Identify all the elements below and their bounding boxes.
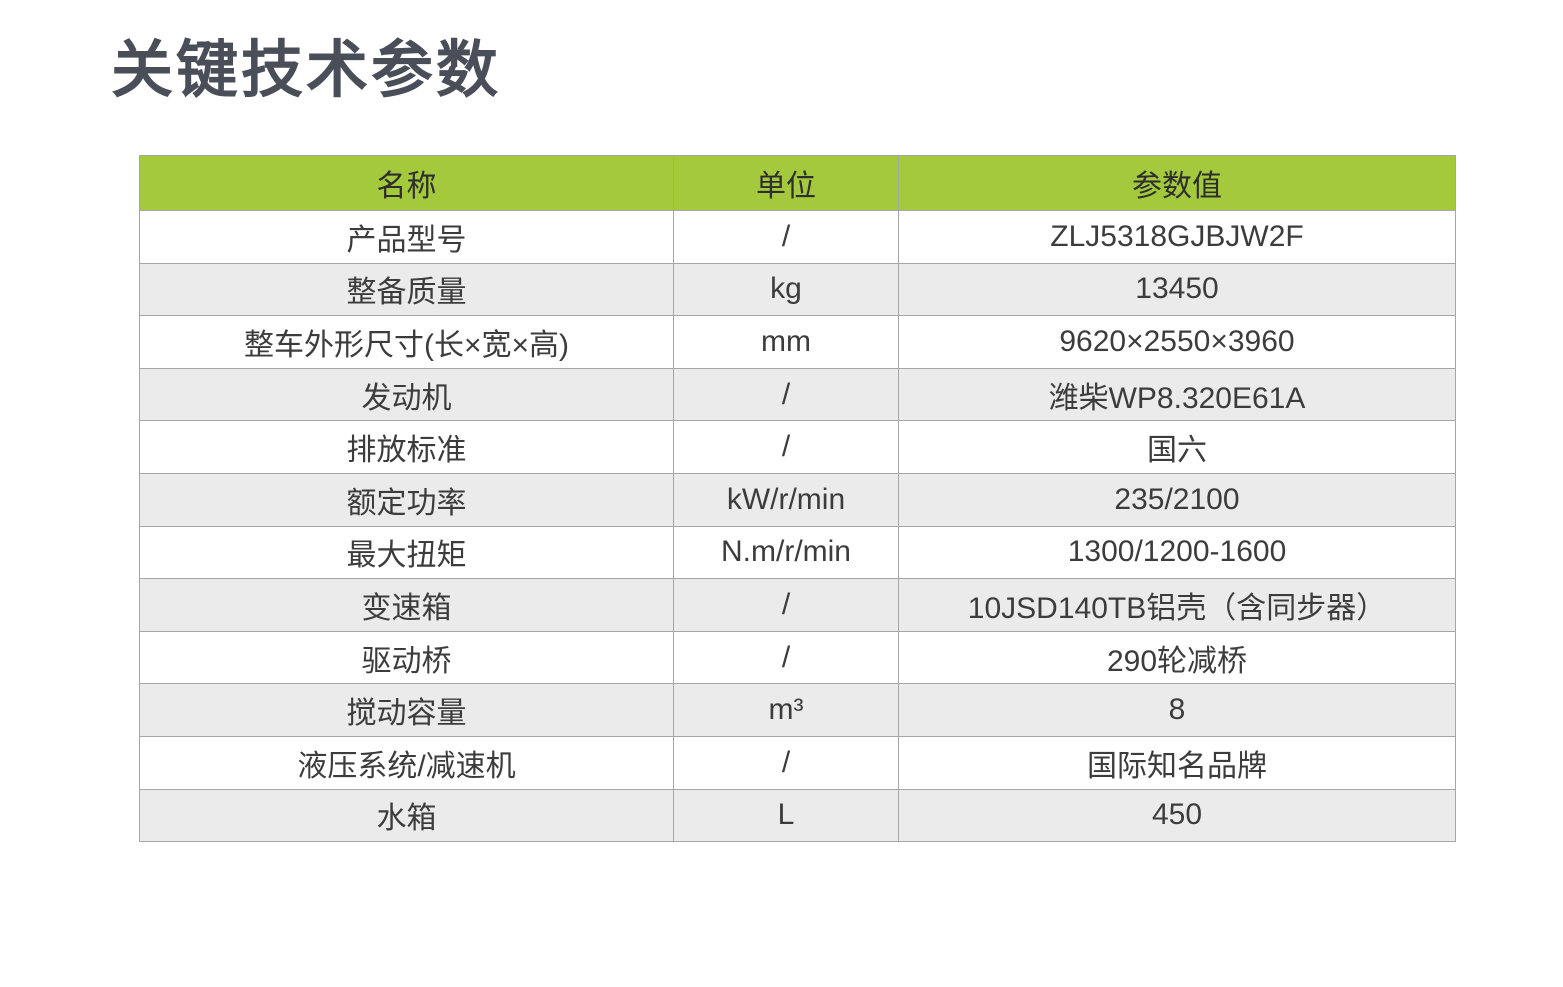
header-cell-unit: 单位 [673,155,899,211]
page-title: 关键技术参数 [111,36,502,105]
cell-name: 发动机 [139,367,674,422]
cell-name: 整备质量 [139,262,674,317]
table-row: 最大扭矩 N.m/r/min 1300/1200-1600 [139,525,1456,580]
cell-name: 排放标准 [139,420,674,474]
header-cell-name: 名称 [139,155,674,211]
table-row: 搅动容量 m³ 8 [139,683,1456,737]
cell-name: 额定功率 [139,472,674,527]
cell-name: 整车外形尺寸(长×宽×高) [139,315,674,369]
cell-unit: / [673,367,899,422]
cell-value: 290轮减桥 [898,630,1456,685]
cell-name: 最大扭矩 [139,525,674,580]
table-row: 整备质量 kg 13450 [139,262,1456,317]
cell-unit: / [673,735,899,790]
cell-name: 液压系统/减速机 [139,735,674,790]
spec-table-grid: 名称 单位 参数值 产品型号 / ZLJ5318GJBJW2F 整备质量 kg 13450… [139,155,1456,843]
table-row: 驱动桥/290轮减桥 [139,630,1456,685]
table-row: 变速箱/10JSD140TB铝壳（含同步器） [139,578,1456,632]
spec-table-body: 产品型号 / ZLJ5318GJBJW2F 整备质量 kg 13450 整车外形尺寸(长×宽… [139,210,1456,843]
cell-value: 8 [898,683,1456,737]
cell-unit: m³ [673,683,899,737]
table-row: 整车外形尺寸(长×宽×高) mm 9620×2550×3960 [139,315,1456,369]
cell-unit: / [673,420,899,474]
table-row: 额定功率 kW/r/min 235/2100 [139,472,1456,527]
cell-value: 1300/1200-1600 [898,525,1456,580]
cell-value: 13450 [898,262,1456,317]
cell-name: 驱动桥 [139,630,674,685]
cell-value: 10JSD140TB铝壳（含同步器） [898,578,1456,632]
cell-unit: N.m/r/min [673,525,899,580]
cell-unit: kg [673,262,899,317]
cell-unit: L [673,788,899,843]
cell-unit: mm [673,315,899,369]
cell-value: 国际知名品牌 [898,735,1456,790]
cell-unit: kW/r/min [673,472,899,527]
table-row: 产品型号 / ZLJ5318GJBJW2F [139,210,1456,264]
cell-value: 235/2100 [898,472,1456,527]
cell-name: 搅动容量 [139,683,674,737]
table-row: 液压系统/减速机 / 国际知名品牌 [139,735,1456,790]
table-header-row: 名称 单位 参数值 [139,155,1456,211]
table-row: 排放标准 / 国六 [139,420,1456,474]
cell-name: 产品型号 [139,210,674,264]
header-cell-value: 参数值 [898,155,1456,211]
spec-table: 名称 单位 参数值 产品型号 / ZLJ5318GJBJW2F 整备质量 kg 13450… [139,155,1456,843]
table-row: 水箱 L 450 [139,788,1456,843]
cell-unit: / [673,630,899,685]
cell-value: 450 [898,788,1456,843]
cell-name: 水箱 [139,788,674,843]
cell-unit: / [673,578,899,632]
cell-value: ZLJ5318GJBJW2F [898,210,1456,264]
cell-name: 变速箱 [139,578,674,632]
cell-unit: / [673,210,899,264]
cell-value: 9620×2550×3960 [898,315,1456,369]
table-row: 发动机 / 潍柴WP8.320E61A [139,367,1456,422]
cell-value: 潍柴WP8.320E61A [898,367,1456,422]
cell-value: 国六 [898,420,1456,474]
